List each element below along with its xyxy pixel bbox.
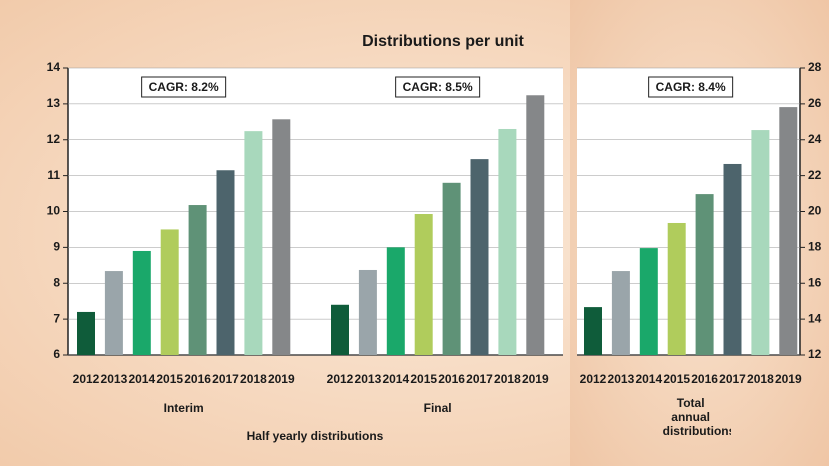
y2-tick-label: 22 [808, 168, 822, 182]
bar [470, 159, 489, 355]
y2-tick-label: 26 [808, 96, 822, 110]
x-tick-label: 2016 [438, 372, 465, 386]
y2-tick-label: 16 [808, 275, 822, 289]
x-tick-label: 2016 [184, 372, 211, 386]
bar [160, 229, 179, 355]
x-tick-label: 2015 [410, 372, 437, 386]
bar [667, 222, 686, 355]
bar [723, 163, 742, 355]
bar [639, 248, 658, 355]
x-tick-label: 2019 [268, 372, 295, 386]
bar [244, 131, 263, 355]
x-tick-label: 2017 [212, 372, 239, 386]
x-tick-label: 2017 [466, 372, 493, 386]
bar [414, 214, 433, 355]
annotation-box [141, 76, 227, 98]
bar [358, 269, 377, 355]
group-label: Interim [164, 401, 204, 415]
bar [188, 205, 207, 355]
bar [751, 130, 770, 355]
x-tick-label: 2017 [719, 372, 746, 386]
bar [77, 311, 95, 355]
x-tick-label: 2012 [580, 372, 607, 386]
y-tick-label: 7 [53, 311, 60, 325]
bar [216, 170, 235, 355]
x-tick-label: 2016 [691, 372, 718, 386]
y-tick-label: 13 [47, 96, 61, 110]
annotation-box [648, 76, 734, 98]
x-tick-label: 2019 [775, 372, 802, 386]
x-tick-label: 2014 [128, 372, 155, 386]
x-tick-label: 2018 [747, 372, 774, 386]
x-tick-label: 2012 [327, 372, 354, 386]
x-tick-label: 2018 [494, 372, 521, 386]
group-label: Half yearly distributions [247, 429, 384, 443]
chart-title: Distributions per unit [362, 33, 524, 50]
y2-tick-label: 24 [808, 132, 822, 146]
y-tick-label: 6 [53, 347, 60, 361]
x-tick-label: 2018 [240, 372, 267, 386]
x-tick-label: 2012 [73, 372, 100, 386]
x-tick-label: 2014 [382, 372, 409, 386]
bar [104, 271, 123, 355]
bar [442, 182, 461, 355]
y2-tick-label: 28 [808, 60, 822, 74]
annotation: CAGR: 8.4% [656, 80, 726, 94]
group-label: Total annual distributions [662, 396, 731, 438]
x-tick-label: 2014 [635, 372, 662, 386]
y2-tick-label: 14 [808, 311, 822, 325]
annotation: CAGR: 8.2% [149, 80, 219, 94]
bar [132, 250, 151, 355]
annotation: CAGR: 8.5% [403, 80, 473, 94]
bar [331, 304, 349, 355]
y-tick-label: 9 [53, 240, 60, 254]
bar [584, 307, 602, 355]
x-tick-label: 2015 [663, 372, 690, 386]
bar [695, 194, 714, 355]
x-tick-label: 2013 [608, 372, 635, 386]
y-tick-label: 11 [47, 168, 60, 182]
group-label: Final [424, 401, 452, 415]
y2-tick-label: 18 [808, 240, 822, 254]
bar [272, 119, 291, 356]
bar [498, 128, 517, 355]
y-tick-label: 8 [53, 275, 60, 289]
bar [779, 107, 798, 355]
annotation-box [395, 76, 481, 98]
bar [526, 95, 545, 355]
x-tick-label: 2019 [522, 372, 549, 386]
y2-tick-label: 12 [808, 347, 822, 361]
x-tick-label: 2013 [101, 372, 128, 386]
x-tick-label: 2013 [355, 372, 382, 386]
y-tick-label: 14 [47, 60, 61, 74]
y-tick-label: 12 [47, 132, 61, 146]
bar [386, 247, 405, 355]
bar [611, 271, 630, 355]
y-tick-label: 10 [47, 204, 61, 218]
y2-tick-label: 20 [808, 204, 822, 218]
x-tick-label: 2015 [156, 372, 183, 386]
